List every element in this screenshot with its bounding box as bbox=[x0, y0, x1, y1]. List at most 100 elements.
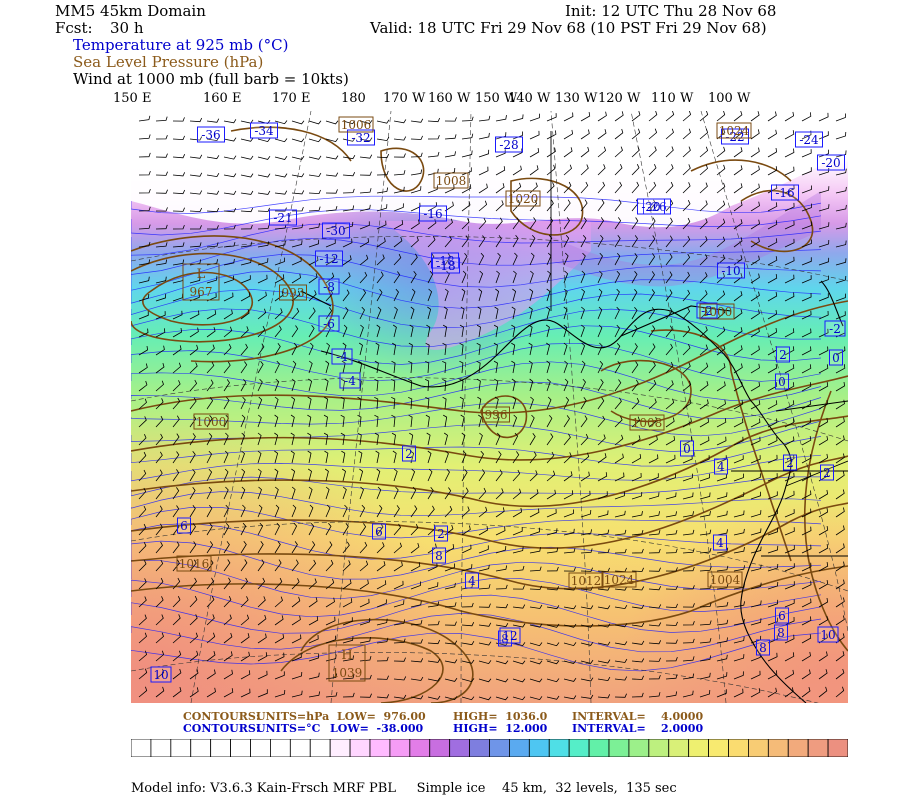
init-time: Init: 12 UTC Thu 28 Nov 68 bbox=[565, 2, 777, 20]
isobar bbox=[600, 359, 692, 423]
longitude-label: 130 W bbox=[555, 91, 598, 106]
temperature-label: -36 bbox=[201, 128, 220, 142]
contour-temp-interval: INTERVAL= 2.0000 bbox=[572, 722, 704, 735]
isobar bbox=[131, 565, 848, 627]
map-labels: -36 -34 -32 -28-22 -24-20-26-16-21-30-12 -18-… bbox=[150, 116, 846, 683]
isobar bbox=[131, 375, 848, 461]
field-wind: Wind at 1000 mb (full barb = 10kts) bbox=[73, 70, 349, 88]
pressure-label: 1020 bbox=[508, 192, 539, 206]
colorbar-swatch bbox=[509, 739, 530, 757]
temperature-label: -2 bbox=[701, 304, 713, 318]
temperature-label-box bbox=[771, 184, 799, 201]
temperature-label-box bbox=[637, 198, 665, 215]
contour-pressure-low: LOW= 976.00 bbox=[337, 710, 426, 723]
pressure-label-box bbox=[699, 303, 735, 320]
contour-temp-high: HIGH= 12.000 bbox=[453, 722, 548, 735]
isotherm bbox=[131, 560, 822, 600]
temperature-label-box bbox=[776, 346, 790, 363]
temperature-label-box bbox=[774, 624, 788, 641]
temperature-label-box bbox=[150, 666, 172, 683]
colorbar-swatch bbox=[807, 739, 829, 757]
isotherm bbox=[131, 507, 822, 539]
temperature-label-box bbox=[829, 349, 843, 366]
temperature-label: 8 bbox=[501, 632, 509, 646]
colorbar-swatch bbox=[668, 739, 690, 757]
temperature-label: 0 bbox=[778, 375, 786, 389]
temperature-label: -2 bbox=[829, 322, 841, 336]
temperature-label: 8 bbox=[435, 549, 443, 563]
colorbar-swatch bbox=[309, 739, 331, 757]
temperature-label: -20 bbox=[641, 200, 660, 214]
pressure-label: 1008 bbox=[436, 174, 467, 188]
isobar bbox=[300, 618, 474, 703]
longitude-label: 150 W bbox=[475, 91, 518, 106]
temperature-label-box bbox=[495, 136, 523, 153]
colorbar-swatch bbox=[528, 739, 550, 757]
longitude-label: 100 W bbox=[708, 91, 751, 106]
isotherm bbox=[131, 402, 822, 437]
temperature-label: -8 bbox=[323, 280, 335, 294]
colorbar-swatch bbox=[131, 739, 152, 757]
pressure-center-box bbox=[182, 263, 220, 301]
map-panel: -36 -34 -32 -28 -22 -24 -20 -26 -16 -21 -30 -12 -18-… bbox=[131, 111, 848, 703]
temperature-label-box bbox=[721, 128, 749, 145]
isotherm bbox=[131, 594, 822, 634]
pressure-label: 1024 bbox=[604, 573, 635, 587]
temperature-label-box bbox=[431, 252, 459, 269]
temperature-label: 2 bbox=[405, 447, 413, 461]
isotherm bbox=[131, 361, 822, 401]
temperature-label-box bbox=[824, 320, 846, 337]
pressure-center-value: 1039 bbox=[332, 666, 363, 680]
pressure-label-box bbox=[505, 190, 541, 207]
colorbar-swatch bbox=[568, 739, 590, 757]
isotherm bbox=[131, 223, 822, 256]
temperature-label: -24 bbox=[799, 133, 819, 147]
colorbar-swatch bbox=[210, 739, 231, 757]
isotherm bbox=[131, 209, 822, 236]
temperature-label: 4 bbox=[716, 536, 724, 550]
colorbar-swatch bbox=[329, 739, 351, 757]
temperature-label: 6 bbox=[375, 525, 383, 539]
temperature-label-box bbox=[315, 250, 343, 267]
temperature-label: 6 bbox=[180, 519, 188, 533]
colorbar-swatch bbox=[748, 739, 769, 757]
pressure-label: 993 bbox=[282, 286, 305, 300]
temperature-label-box bbox=[465, 572, 479, 589]
pressure-label: 1000 bbox=[702, 305, 733, 319]
isotherm bbox=[131, 288, 822, 329]
pressure-label: 996 bbox=[485, 408, 508, 422]
pressure-center-value: 967 bbox=[190, 285, 213, 299]
temperature-label: 12 bbox=[502, 629, 517, 643]
isobar bbox=[690, 159, 792, 182]
model-info: Model info: V3.6.3 Kain-Frsch MRF PBL Si… bbox=[131, 781, 677, 796]
temperature-label: -32 bbox=[351, 131, 370, 145]
temperature-label: -18 bbox=[436, 259, 455, 273]
pressure-center-symbol: H bbox=[341, 648, 352, 663]
colorbar-swatch bbox=[469, 739, 490, 757]
colorbar-swatch bbox=[708, 739, 729, 757]
contour-pressure-units: UNITS=hPa bbox=[256, 710, 330, 723]
pressure-label: 1006 bbox=[341, 118, 372, 132]
isobar bbox=[131, 300, 848, 414]
temperature-label-box bbox=[318, 315, 340, 332]
isobar bbox=[803, 390, 848, 652]
temperature-label-box bbox=[498, 630, 512, 647]
isotherm bbox=[131, 325, 822, 365]
weather-map: -36 -34 -32 -28-22 -24-20-26-16-21-30-12 -18-… bbox=[131, 111, 848, 703]
temperature-label: 4 bbox=[468, 574, 476, 588]
temperature-label-box bbox=[817, 154, 845, 171]
pressure-label: 1008 bbox=[632, 416, 663, 430]
longitude-label: 140 W bbox=[508, 91, 551, 106]
temperature-label-box bbox=[197, 126, 225, 143]
temperature-label: 8 bbox=[777, 626, 785, 640]
fcst-label: Fcst: bbox=[55, 19, 93, 37]
colorbar-swatch bbox=[628, 739, 650, 757]
temperature-label: 2 bbox=[823, 466, 831, 480]
contour-temp-low: LOW= -38.000 bbox=[330, 722, 424, 735]
colorbar-swatch bbox=[648, 739, 670, 757]
fcst-value: 30 h bbox=[110, 19, 144, 37]
colorbar-swatch bbox=[389, 739, 411, 757]
temperature-label: -10 bbox=[721, 264, 740, 278]
temperature-label-box bbox=[775, 373, 789, 390]
temperature-label-box bbox=[795, 131, 823, 148]
